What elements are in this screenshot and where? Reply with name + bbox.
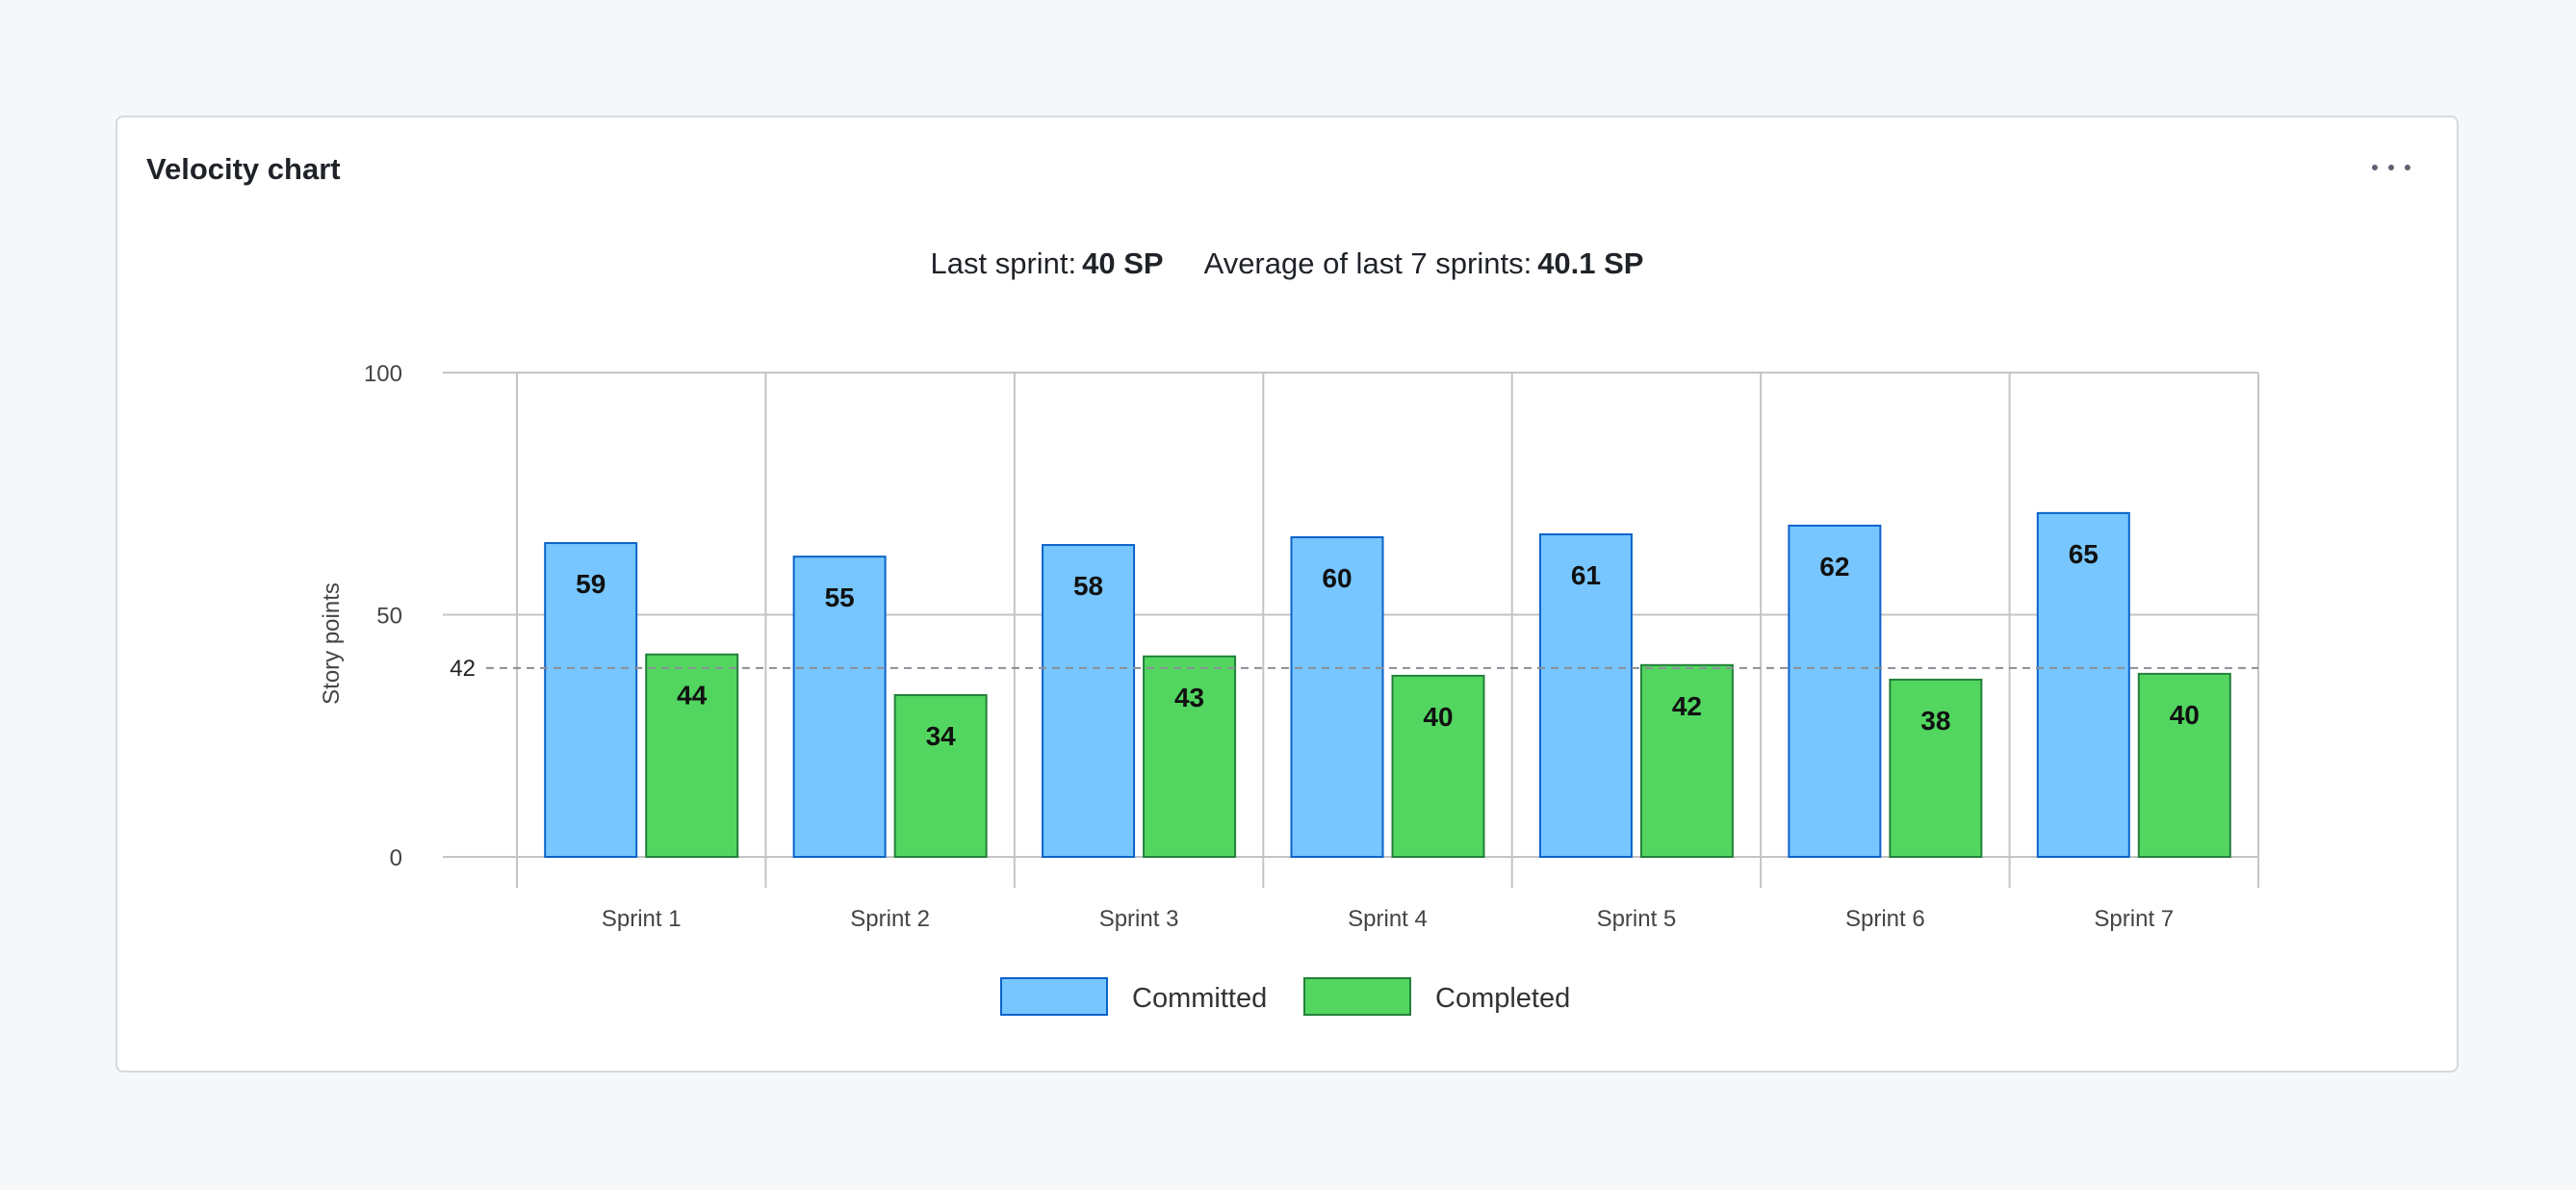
more-dot — [2372, 165, 2378, 170]
x-tick-label: Sprint 6 — [1845, 906, 1925, 932]
last-sprint-summary: Last sprint: 40 SP — [931, 246, 1164, 281]
bar-value-label: 40 — [2170, 700, 2200, 730]
x-tick-label: Sprint 5 — [1597, 906, 1677, 932]
x-tick-label: Sprint 3 — [1099, 906, 1179, 932]
average-label: Average of last 7 sprints: — [1203, 246, 1533, 280]
y-tick-label: 50 — [376, 604, 402, 630]
average-value: 40.1 SP — [1537, 246, 1644, 280]
last-sprint-label: Last sprint: — [930, 246, 1077, 280]
bar-committed — [1290, 536, 1384, 859]
legend-swatch-completed — [1303, 977, 1411, 1016]
bar-committed — [544, 542, 638, 859]
bar-value-label: 34 — [926, 721, 957, 751]
bar-value-label: 58 — [1073, 571, 1103, 601]
bar-committed — [1788, 524, 1882, 858]
bar-value-label: 61 — [1571, 560, 1601, 590]
bar-value-label: 59 — [576, 569, 605, 599]
bar-completed — [1143, 655, 1237, 858]
sprint-summary: Last sprint: 40 SP Average of last 7 spri… — [117, 246, 2457, 281]
card-title: Velocity chart — [146, 152, 341, 186]
more-options-icon[interactable] — [2372, 158, 2410, 177]
last-sprint-value: 40 SP — [1082, 246, 1164, 280]
legend-label: Completed — [1435, 983, 1570, 1014]
more-dot — [2388, 165, 2394, 170]
bar-completed — [1391, 674, 1485, 858]
bar-value-label: 60 — [1322, 563, 1352, 593]
bar-committed — [1538, 533, 1633, 858]
bar-committed — [792, 556, 887, 858]
bar-completed — [893, 693, 988, 858]
x-tick-label: Sprint 7 — [2094, 906, 2174, 932]
bar-completed — [1889, 678, 1983, 858]
bar-value-label: 38 — [1920, 706, 1950, 736]
x-tick-label: Sprint 1 — [602, 906, 682, 932]
x-tick-label: Sprint 2 — [850, 906, 930, 932]
y-tick-label: 100 — [364, 361, 402, 387]
bar-committed — [1042, 544, 1136, 858]
bar-value-label: 40 — [1423, 702, 1453, 732]
x-tick-label: Sprint 4 — [1348, 906, 1428, 932]
bar-committed — [2036, 511, 2130, 858]
bar-value-label: 55 — [825, 582, 855, 612]
legend-label: Committed — [1132, 983, 1267, 1014]
y-axis-label: Story points — [319, 582, 345, 705]
bar-value-label: 65 — [2069, 539, 2099, 569]
bar-completed — [1639, 663, 1734, 859]
bar-value-label: 42 — [1672, 691, 1702, 721]
y-tick-label: 0 — [390, 845, 402, 871]
bar-value-label: 62 — [1819, 552, 1849, 582]
bar-completed — [645, 653, 739, 858]
bar-value-label: 43 — [1174, 683, 1204, 712]
average-summary: Average of last 7 sprints: 40.1 SP — [1204, 246, 1644, 281]
bar-completed — [2137, 672, 2231, 859]
more-dot — [2405, 165, 2410, 170]
bar-value-label: 44 — [677, 681, 708, 711]
reference-line-label: 42 — [450, 656, 476, 682]
legend-swatch-committed — [1000, 977, 1108, 1016]
